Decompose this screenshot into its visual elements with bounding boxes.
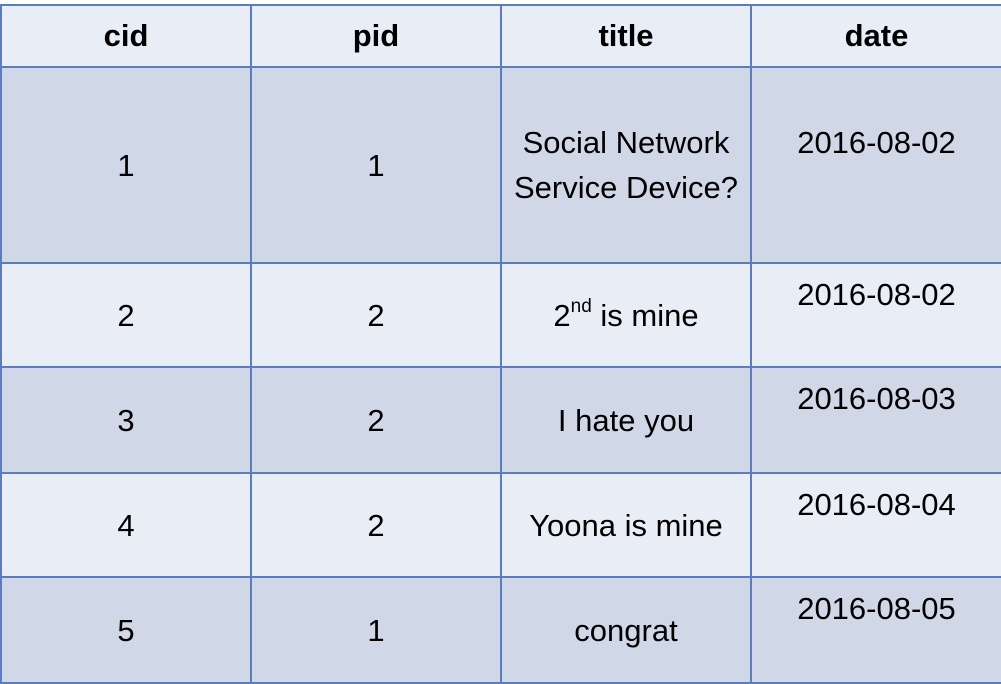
cell-pid: 2 (250, 262, 502, 368)
header-date: date (750, 4, 1001, 68)
header-cid: cid (0, 4, 252, 68)
cell-date: 2016-08-05 (750, 576, 1001, 684)
title-rest: is mine (591, 297, 699, 333)
cell-title: congrat (500, 576, 752, 684)
table-row: 3 2 I hate you 2016-08-03 (0, 366, 1001, 474)
table-row: 1 1 Social Network Service Device? 2016-… (0, 66, 1001, 264)
cell-pid: 1 (250, 66, 502, 264)
header-row: cid pid title date (0, 4, 1001, 68)
table-row: 4 2 Yoona is mine 2016-08-04 (0, 472, 1001, 578)
cell-title: Yoona is mine (500, 472, 752, 578)
cell-cid: 5 (0, 576, 252, 684)
table-row: 5 1 congrat 2016-08-05 (0, 576, 1001, 684)
header-title: title (500, 4, 752, 68)
cell-date: 2016-08-03 (750, 366, 1001, 474)
cell-date: 2016-08-04 (750, 472, 1001, 578)
cell-pid: 1 (250, 576, 502, 684)
header-pid: pid (250, 4, 502, 68)
data-table: cid pid title date 1 1 Social Network Se… (0, 4, 1001, 684)
cell-cid: 2 (0, 262, 252, 368)
cell-cid: 4 (0, 472, 252, 578)
cell-date: 2016-08-02 (750, 262, 1001, 368)
cell-date: 2016-08-02 (750, 66, 1001, 264)
cell-title: I hate you (500, 366, 752, 474)
cell-title: 2nd is mine (500, 262, 752, 368)
cell-title: Social Network Service Device? (500, 66, 752, 264)
cell-pid: 2 (250, 472, 502, 578)
cell-cid: 1 (0, 66, 252, 264)
title-superscript: nd (570, 296, 592, 318)
table-row: 2 2 2nd is mine 2016-08-02 (0, 262, 1001, 368)
cell-cid: 3 (0, 366, 252, 474)
cell-pid: 2 (250, 366, 502, 474)
title-main: 2 (553, 297, 571, 333)
